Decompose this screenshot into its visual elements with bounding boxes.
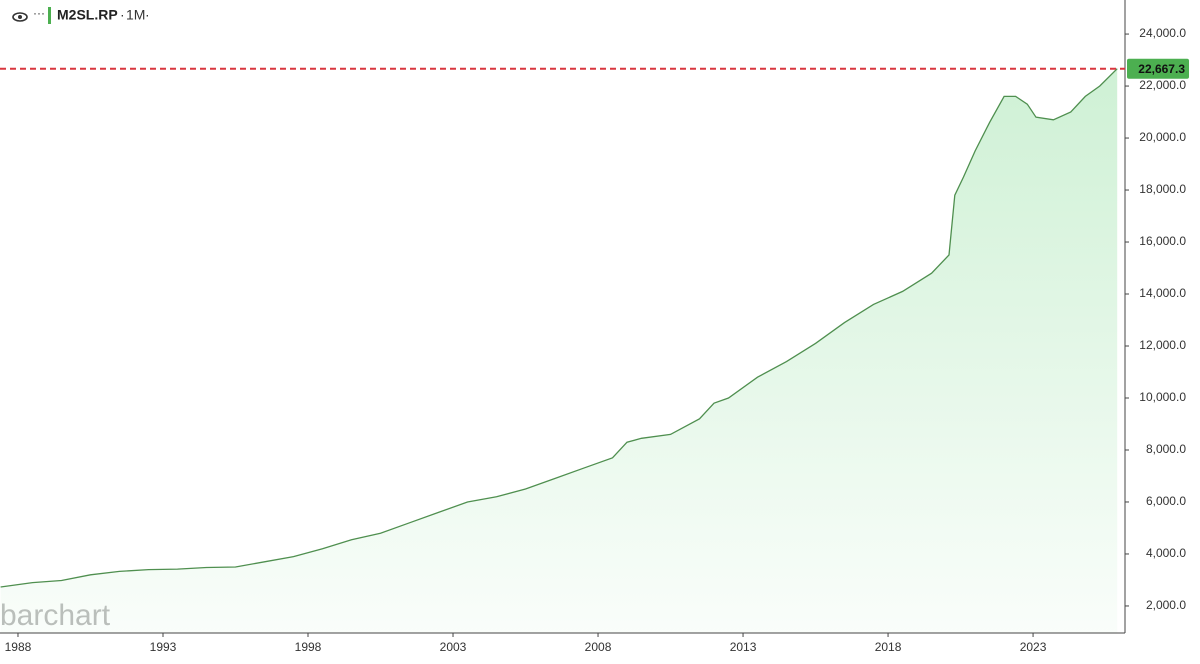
y-tick-label: 16,000.0 (1139, 234, 1186, 248)
y-tick-label: 14,000.0 (1139, 286, 1186, 300)
price-badge (1127, 58, 1189, 79)
symbol-marker (48, 7, 51, 24)
x-tick-label: 2003 (440, 640, 467, 654)
eye-pupil (18, 15, 22, 19)
y-tick-label: 10,000.0 (1139, 390, 1186, 404)
y-tick-label: 6,000.0 (1146, 494, 1186, 508)
x-tick-label: 2013 (730, 640, 757, 654)
y-tick-label: 12,000.0 (1139, 338, 1186, 352)
y-tick-label: 22,000.0 (1139, 78, 1186, 92)
x-tick-label: 1998 (295, 640, 322, 654)
y-tick-label: 24,000.0 (1139, 26, 1186, 40)
y-tick-label: 18,000.0 (1139, 182, 1186, 196)
area (0, 68, 1118, 633)
line (0, 68, 1118, 588)
x-tick-label: 1993 (150, 640, 177, 654)
y-tick-label: 20,000.0 (1139, 130, 1186, 144)
y-tick-label: 4,000.0 (1146, 546, 1186, 560)
y-tick-label: 8,000.0 (1146, 442, 1186, 456)
header: ··· M2SL.RP · 1M · (12, 6, 150, 24)
menu-dots[interactable]: ··· (33, 6, 45, 20)
x-tick-label: 2023 (1020, 640, 1047, 654)
y-tick-label: 2,000.0 (1146, 598, 1186, 612)
eye-icon[interactable] (12, 12, 28, 22)
x-tick-label: 2008 (585, 640, 612, 654)
separator: · (145, 7, 150, 23)
separator: · (120, 7, 125, 23)
x-tick-label: 2018 (875, 640, 902, 654)
interval: 1M (126, 7, 145, 23)
price-label: 22,667.3 (1138, 62, 1185, 76)
symbol: M2SL.RP (57, 7, 118, 23)
x-tick-label: 1988 (5, 640, 32, 654)
